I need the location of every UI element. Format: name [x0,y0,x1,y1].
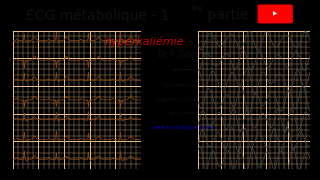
Text: ▶: ▶ [273,12,277,16]
Text: ère: ère [190,4,203,14]
Text: partie: partie [203,8,249,22]
Text: GHU Saint-Louis: GHU Saint-Louis [163,83,205,88]
Text: ----------: ---------- [173,68,195,73]
FancyBboxPatch shape [258,4,293,23]
Text: tue !: tue ! [204,37,233,47]
Text: Paris, France: Paris, France [167,111,201,116]
Text: hyperkaliémie: hyperkaliémie [104,37,184,47]
Text: L': L' [91,37,100,47]
Text: Dr P. Taboulet: Dr P. Taboulet [158,50,210,59]
Text: ECG métabolique - 1: ECG métabolique - 1 [26,8,169,23]
Text: www.e-cardiogram.com: www.e-cardiogram.com [153,125,215,130]
Text: Urgences, Cardiologie: Urgences, Cardiologie [155,97,213,102]
